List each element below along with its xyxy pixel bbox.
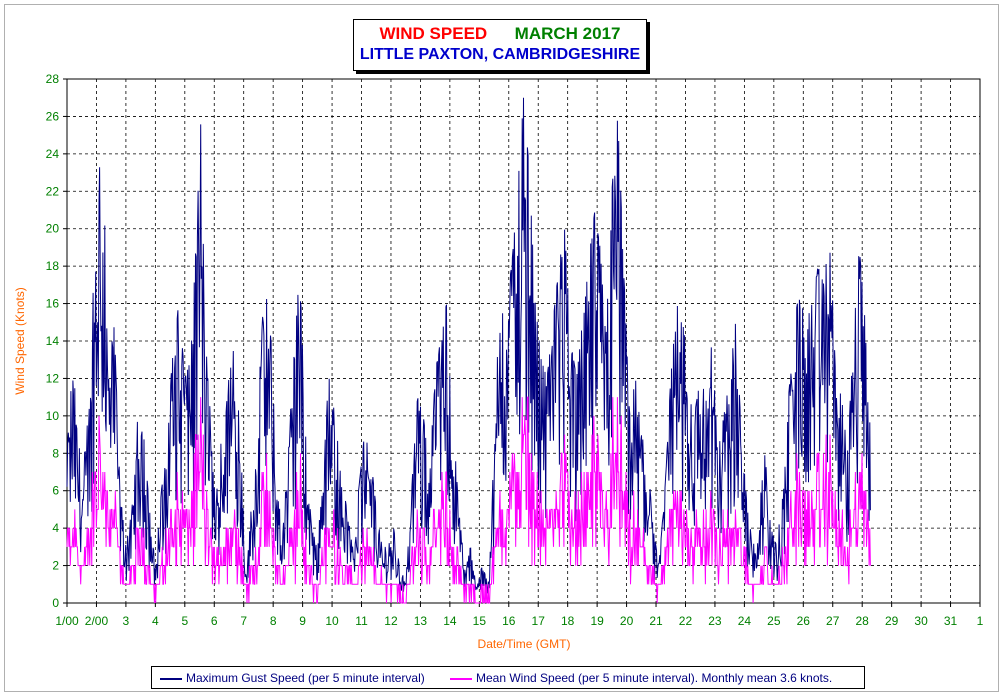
chart-title-box: WIND SPEED MARCH 2017 LITTLE PAXTON, CAM… xyxy=(353,19,647,71)
x-tick-label: 22 xyxy=(679,614,693,628)
x-axis-label: Date/Time (GMT) xyxy=(478,637,571,651)
y-tick-label: 0 xyxy=(52,596,59,610)
y-tick-label: 24 xyxy=(46,147,60,161)
x-tick-label: 25 xyxy=(767,614,781,628)
legend-item-mean: Mean Wind Speed (per 5 minute interval).… xyxy=(450,671,832,685)
x-tick-label: 21 xyxy=(649,614,663,628)
y-tick-label: 26 xyxy=(46,109,60,123)
x-tick-label: 19 xyxy=(590,614,604,628)
x-tick-label: 13 xyxy=(414,614,428,628)
y-tick-label: 14 xyxy=(46,334,60,348)
y-tick-label: 18 xyxy=(46,259,60,273)
x-tick-label: 2/00 xyxy=(85,614,109,628)
x-tick-label: 18 xyxy=(561,614,575,628)
x-tick-label: 5 xyxy=(181,614,188,628)
x-tick-label: 14 xyxy=(443,614,457,628)
x-tick-label: 12 xyxy=(384,614,398,628)
x-tick-label: 30 xyxy=(914,614,928,628)
y-tick-label: 10 xyxy=(46,409,60,423)
legend-label-gust: Maximum Gust Speed (per 5 minute interva… xyxy=(186,671,425,685)
x-axis-ticks: 1/00 2/00 3 4 5 6 7 8 9 10 11 12 13 14 15 16 17 18 19 20 21 2… xyxy=(55,603,984,628)
series-mean-line xyxy=(66,396,871,604)
legend-label-mean: Mean Wind Speed (per 5 minute interval).… xyxy=(476,671,833,685)
y-tick-label: 12 xyxy=(46,371,60,385)
x-tick-label: 26 xyxy=(797,614,811,628)
x-tick-label: 8 xyxy=(270,614,277,628)
x-tick-label: 1 xyxy=(977,614,984,628)
x-tick-label: 9 xyxy=(299,614,306,628)
y-tick-label: 28 xyxy=(46,72,60,86)
x-tick-label: 4 xyxy=(152,614,159,628)
x-tick-label: 7 xyxy=(240,614,247,628)
chart-frame xyxy=(4,4,999,692)
x-tick-label: 23 xyxy=(708,614,722,628)
x-tick-label: 11 xyxy=(355,614,368,628)
y-axis-label: Wind Speed (Knots) xyxy=(13,287,27,394)
x-tick-label: 28 xyxy=(856,614,870,628)
series-gust-path xyxy=(66,97,871,594)
x-tick-label: 6 xyxy=(211,614,218,628)
y-tick-label: 4 xyxy=(52,521,59,535)
y-tick-label: 16 xyxy=(46,297,60,311)
x-tick-label: 15 xyxy=(473,614,487,628)
legend-swatch-mean xyxy=(450,677,472,680)
legend-item-gust: Maximum Gust Speed (per 5 minute interva… xyxy=(160,671,425,685)
y-tick-label: 8 xyxy=(52,446,59,460)
chart-subtitle: LITTLE PAXTON, CAMBRIDGESHIRE xyxy=(359,46,641,63)
legend: Maximum Gust Speed (per 5 minute interva… xyxy=(151,666,865,689)
x-tick-label: 3 xyxy=(123,614,130,628)
x-tick-label: 29 xyxy=(885,614,899,628)
y-tick-label: 22 xyxy=(46,184,60,198)
x-tick-label: 24 xyxy=(738,614,752,628)
x-tick-label: 1/00 xyxy=(55,614,79,628)
series-gust-line xyxy=(66,97,871,594)
chart-title-month: MARCH 2017 xyxy=(514,24,621,43)
y-tick-label: 6 xyxy=(52,484,59,498)
series-mean-path xyxy=(66,396,871,604)
y-tick-label: 2 xyxy=(52,559,59,573)
x-tick-label: 31 xyxy=(944,614,958,628)
legend-swatch-gust xyxy=(160,677,182,680)
x-tick-label: 27 xyxy=(826,614,840,628)
y-tick-label: 20 xyxy=(46,222,60,236)
x-tick-label: 20 xyxy=(620,614,634,628)
x-tick-label: 10 xyxy=(325,614,339,628)
chart-title: WIND SPEED xyxy=(379,24,488,43)
x-tick-label: 16 xyxy=(502,614,516,628)
x-tick-label: 17 xyxy=(532,614,546,628)
